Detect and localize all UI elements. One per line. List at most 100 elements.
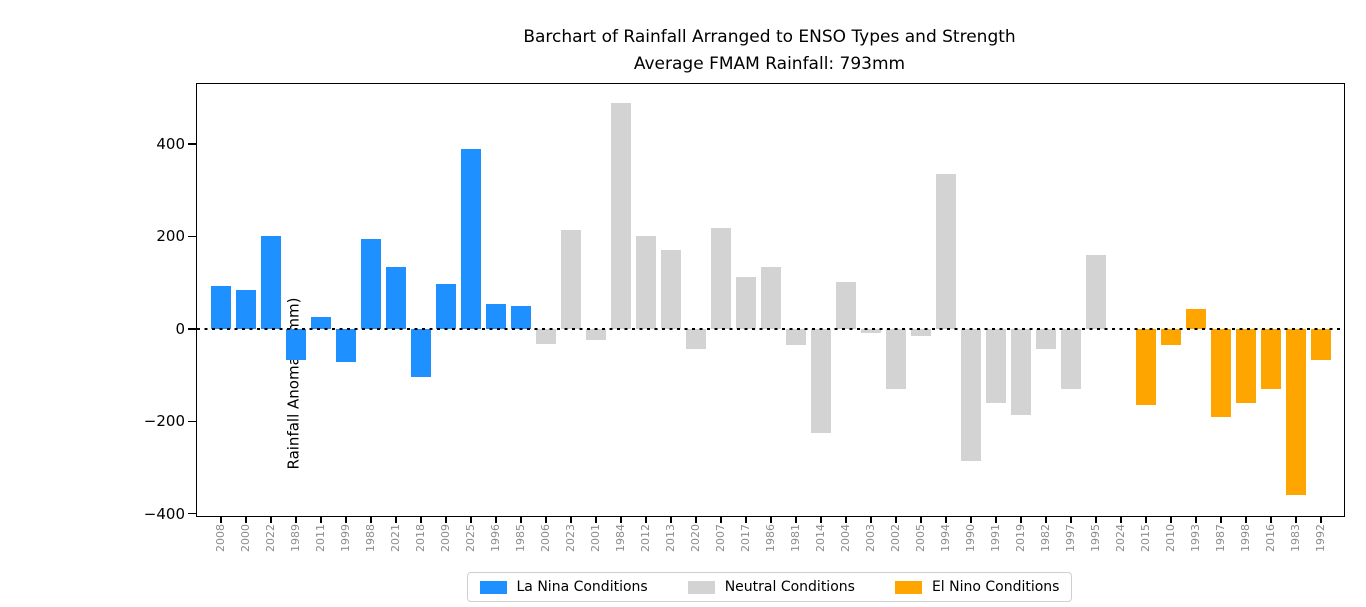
x-tick-1988	[370, 516, 372, 523]
x-tick-1996	[495, 516, 497, 523]
bar-2007	[711, 228, 731, 329]
y-tick-400	[188, 143, 196, 145]
bar-1997	[1061, 328, 1081, 390]
x-tick-2005	[920, 516, 922, 523]
legend-label-neutral: Neutral Conditions	[724, 579, 855, 595]
x-tick-2000	[245, 516, 247, 523]
bar-2004	[836, 281, 856, 329]
y-axis-title: Rainfall Anomaly (mm)	[284, 297, 303, 470]
chart-subtitle: Average FMAM Rainfall: 793mm	[633, 54, 906, 74]
x-tick-2017	[745, 516, 747, 523]
bar-1982	[1036, 328, 1056, 350]
bar-1991	[986, 328, 1006, 404]
bar-2015	[1136, 328, 1156, 406]
x-tick-2015	[1145, 516, 1147, 523]
x-tick-1985	[520, 516, 522, 523]
bar-2009	[436, 283, 456, 329]
x-tick-2019	[1020, 516, 1022, 523]
x-tick-1984	[620, 516, 622, 523]
bar-1993	[1186, 309, 1206, 329]
bar-2025	[461, 148, 481, 329]
x-tick-1998	[1245, 516, 1247, 523]
x-tick-2003	[870, 516, 872, 523]
x-tick-2006	[545, 516, 547, 523]
bar-2022	[261, 236, 281, 329]
bar-1999	[336, 328, 356, 362]
x-tick-1992	[1320, 516, 1322, 523]
bar-2008	[211, 286, 231, 329]
bar-2019	[1011, 328, 1031, 416]
bar-1998	[1236, 328, 1256, 403]
x-tick-1995	[1095, 516, 1097, 523]
bar-2000	[236, 289, 256, 329]
x-tick-1990	[970, 516, 972, 523]
neutral-swatch-icon	[687, 580, 715, 594]
x-tick-2025	[470, 516, 472, 523]
y-tick-label-0: 0	[175, 319, 185, 338]
x-tick-2022	[270, 516, 272, 523]
x-tick-2020	[695, 516, 697, 523]
legend-item-el-nino: El Nino Conditions	[894, 579, 1059, 595]
x-tick-2008	[220, 516, 222, 523]
y-tick-label-400: 400	[156, 135, 185, 154]
bar-1981	[786, 328, 806, 345]
x-tick-1989	[295, 516, 297, 523]
x-tick-2010	[1170, 516, 1172, 523]
y-tick-label--200: −200	[143, 412, 185, 431]
x-tick-2007	[720, 516, 722, 523]
x-tick-2014	[820, 516, 822, 523]
x-tick-1991	[995, 516, 997, 523]
x-tick-1982	[1045, 516, 1047, 523]
bar-2003	[861, 328, 881, 334]
bar-1984	[611, 102, 631, 329]
x-tick-1987	[1220, 516, 1222, 523]
bar-1994	[936, 174, 956, 329]
bar-2016	[1261, 328, 1281, 390]
x-tick-2013	[670, 516, 672, 523]
y-tick-label-200: 200	[156, 227, 185, 246]
bar-2014	[811, 328, 831, 434]
bar-1988	[361, 238, 381, 329]
bar-1995	[1086, 254, 1106, 329]
bar-2006	[536, 328, 556, 345]
bar-1985	[511, 305, 531, 329]
bar-2011	[311, 317, 331, 329]
x-tick-2001	[595, 516, 597, 523]
legend: La Nina Conditions Neutral Conditions El…	[196, 572, 1343, 602]
chart-title-block: Barchart of Rainfall Arranged to ENSO Ty…	[196, 24, 1343, 78]
bar-2013	[661, 250, 681, 329]
x-tick-2009	[445, 516, 447, 523]
bar-2020	[686, 328, 706, 349]
x-tick-1986	[770, 516, 772, 523]
bar-1987	[1211, 328, 1231, 418]
legend-item-la-nina: La Nina Conditions	[479, 579, 648, 595]
bar-2005	[911, 328, 931, 336]
x-tick-2011	[320, 516, 322, 523]
x-tick-2002	[895, 516, 897, 523]
y-tick-label--400: −400	[143, 504, 185, 523]
chart-title: Barchart of Rainfall Arranged to ENSO Ty…	[523, 27, 1016, 47]
x-tick-1994	[945, 516, 947, 523]
legend-box: La Nina Conditions Neutral Conditions El…	[466, 572, 1073, 602]
legend-item-neutral: Neutral Conditions	[687, 579, 855, 595]
x-tick-1983	[1295, 516, 1297, 523]
y-tick--400	[188, 512, 196, 515]
la-nina-swatch-icon	[479, 580, 507, 594]
x-tick-2004	[845, 516, 847, 523]
y-tick-0	[188, 328, 196, 330]
x-tick-2018	[420, 516, 422, 523]
bar-1989	[286, 328, 306, 360]
zero-baseline-dotted-line	[197, 327, 1344, 330]
x-tick-2023	[570, 516, 572, 523]
bar-1996	[486, 303, 506, 329]
plot-area: Rainfall Anomaly (mm) 2008 2000 2022 1989 20…	[144, 83, 1345, 552]
x-tick-1993	[1195, 516, 1197, 523]
bar-2021	[386, 267, 406, 329]
x-tick-1999	[345, 516, 347, 523]
bar-1986	[761, 267, 781, 329]
x-tick-2024	[1120, 516, 1122, 523]
bar-1992	[1311, 328, 1331, 361]
el-nino-swatch-icon	[894, 580, 922, 594]
bar-1990	[961, 328, 981, 462]
